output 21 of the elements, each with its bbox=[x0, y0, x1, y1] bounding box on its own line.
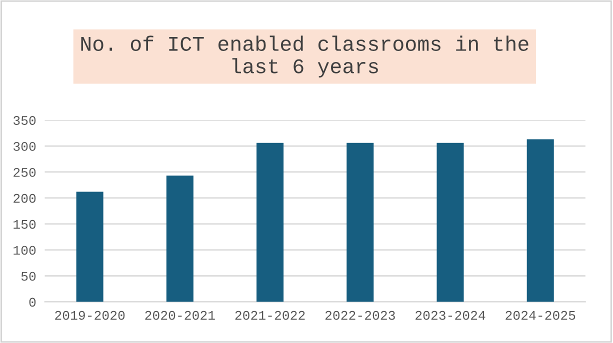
y-tick-label: 200 bbox=[14, 194, 36, 203]
bar bbox=[346, 142, 374, 302]
y-tick-label: 100 bbox=[14, 246, 36, 255]
bar bbox=[76, 192, 104, 302]
x-tick-label: 2019-2020 bbox=[55, 310, 125, 320]
bar bbox=[436, 142, 464, 302]
bar bbox=[256, 142, 284, 302]
y-tick-label: 300 bbox=[13, 142, 36, 151]
chart-title: No. of ICT enabled classrooms in the last 6 years bbox=[81, 36, 528, 78]
x-tick-label: 2024-2025 bbox=[506, 310, 576, 320]
y-tick-label: 0 bbox=[29, 298, 36, 307]
y-tick-label: 50 bbox=[21, 272, 36, 281]
x-tick-label: 2023-2024 bbox=[416, 310, 486, 320]
y-tick-label: 250 bbox=[14, 168, 36, 177]
x-tick-label: 2022-2023 bbox=[325, 310, 395, 320]
bar bbox=[526, 139, 554, 302]
bar bbox=[166, 176, 194, 302]
y-tick-label: 350 bbox=[13, 116, 36, 125]
y-tick-label: 150 bbox=[14, 220, 36, 229]
x-tick-label: 2021-2022 bbox=[235, 310, 305, 320]
x-tick-label: 2020-2021 bbox=[145, 310, 215, 320]
